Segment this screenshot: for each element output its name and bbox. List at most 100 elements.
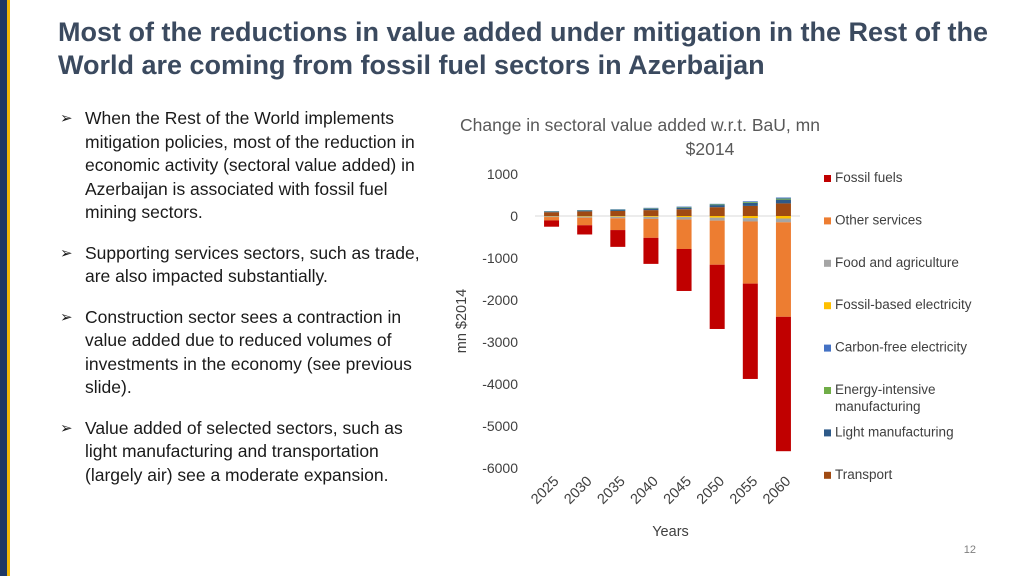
- bar-segment-light-manufacturing: [676, 207, 692, 210]
- bullet-item: ➢ Construction sector sees a contraction …: [60, 306, 430, 400]
- y-tick-label: 0: [510, 208, 518, 224]
- legend-swatch: [824, 302, 831, 310]
- bullet-text: Supporting services sectors, such as tra…: [85, 242, 420, 287]
- y-tick-label: -6000: [482, 460, 518, 476]
- bar-segment-transport: [643, 210, 659, 216]
- x-tick-label: 2040: [628, 474, 662, 508]
- bar-segment-food-and-agriculture: [742, 218, 758, 222]
- legend-label: Carbon-free electricity: [835, 340, 967, 355]
- y-tick-label: -1000: [482, 250, 518, 266]
- legend-swatch: [824, 217, 831, 225]
- bar-segment-energy-intensive-manufacturing: [610, 209, 626, 211]
- bar-segment-carbon-free-electricity: [709, 203, 725, 205]
- x-tick-label: 2025: [528, 474, 562, 508]
- x-tick-label: 2030: [561, 474, 595, 508]
- legend-swatch: [824, 259, 831, 267]
- bullet-text: Value added of selected sectors, such as…: [85, 417, 403, 485]
- bar-segment-transport: [577, 211, 593, 216]
- bar-segment-fossil-fuels: [775, 316, 791, 452]
- bar-segment-other-services: [709, 220, 725, 265]
- legend-label: Light manufacturing: [835, 424, 954, 439]
- bar-segment-other-services: [577, 217, 593, 226]
- bar-segment-energy-intensive-manufacturing: [643, 208, 659, 209]
- bar-segment-fossil-fuels: [643, 237, 659, 264]
- x-tick-label: 2060: [760, 474, 794, 508]
- bar-segment-transport: [742, 205, 758, 216]
- x-tick-label: 2055: [727, 474, 761, 508]
- bar-segment-light-manufacturing: [577, 210, 593, 212]
- y-tick-label: -5000: [482, 418, 518, 434]
- y-axis-label: mn $2014: [454, 289, 470, 354]
- bar-segment-light-manufacturing: [643, 208, 659, 211]
- bar-segment-transport: [676, 209, 692, 216]
- legend-label: Food and agriculture: [835, 255, 959, 270]
- arrow-bullet-icon: ➢: [60, 419, 73, 437]
- bar-segment-food-and-agriculture: [775, 218, 791, 223]
- bar-segment-other-services: [676, 219, 692, 249]
- bar-segment-other-services: [544, 217, 560, 221]
- bar-segment-other-services: [775, 222, 791, 317]
- legend-label: Fossil-based electricity: [835, 297, 972, 312]
- legend-swatch: [824, 471, 831, 479]
- bar-segment-carbon-free-electricity: [742, 201, 758, 203]
- arrow-bullet-icon: ➢: [60, 308, 73, 326]
- bar-segment-energy-intensive-manufacturing: [709, 204, 725, 206]
- bullet-item: ➢ Supporting services sectors, such as tr…: [60, 242, 430, 289]
- side-accent-bar-gold: [7, 0, 10, 576]
- bar-segment-food-and-agriculture: [676, 217, 692, 220]
- chart-title: $2014: [686, 139, 735, 159]
- bullet-text: When the Rest of the World implements mi…: [85, 108, 415, 222]
- bullet-text: Construction sector sees a contraction i…: [85, 306, 412, 398]
- bar-segment-fossil-based-electricity: [709, 216, 725, 218]
- legend-label: Fossil fuels: [835, 170, 903, 185]
- bar-segment-fossil-based-electricity: [676, 216, 692, 218]
- bar-segment-fossil-based-electricity: [610, 216, 626, 217]
- legend-label: manufacturing: [835, 399, 921, 414]
- legend-swatch: [824, 387, 831, 394]
- bullet-list: ➢ When the Rest of the World implements m…: [60, 107, 430, 504]
- bar-segment-food-and-agriculture: [709, 217, 725, 221]
- arrow-bullet-icon: ➢: [60, 110, 73, 127]
- bar-segment-fossil-fuels: [544, 220, 560, 227]
- bar-segment-transport: [709, 207, 725, 216]
- bar-segment-fossil-based-electricity: [742, 216, 758, 219]
- bar-segment-food-and-agriculture: [544, 216, 560, 218]
- bar-segment-carbon-free-electricity: [544, 211, 560, 212]
- y-tick-label: 1000: [487, 166, 518, 182]
- bar-segment-energy-intensive-manufacturing: [775, 198, 791, 200]
- bar-segment-other-services: [643, 218, 659, 238]
- bar-segment-carbon-free-electricity: [643, 207, 659, 209]
- bullet-item: ➢ Value added of selected sectors, such a…: [60, 417, 430, 488]
- bar-segment-transport: [775, 203, 791, 216]
- bar-segment-carbon-free-electricity: [676, 206, 692, 208]
- bar-segment-transport: [610, 210, 626, 216]
- y-tick-label: -3000: [482, 334, 518, 350]
- bar-segment-food-and-agriculture: [610, 216, 626, 219]
- bar-segment-fossil-based-electricity: [577, 216, 593, 217]
- bar-segment-fossil-fuels: [676, 248, 692, 291]
- bar-segment-fossil-based-electricity: [643, 216, 659, 217]
- bullet-item: ➢ When the Rest of the World implements m…: [60, 107, 430, 225]
- x-tick-label: 2035: [595, 474, 629, 508]
- page-number: 12: [963, 544, 976, 556]
- bar-segment-light-manufacturing: [610, 209, 626, 211]
- legend-swatch: [824, 344, 831, 352]
- chart-title: Change in sectoral value added w.r.t. Ba…: [460, 115, 820, 135]
- bar-segment-light-manufacturing: [544, 211, 560, 213]
- stacked-bar-chart: Change in sectoral value added w.r.t. Ba…: [454, 115, 972, 540]
- bar-segment-carbon-free-electricity: [775, 197, 791, 199]
- legend-label: Other services: [835, 212, 922, 227]
- slide-title: Most of the reductions in value added un…: [58, 17, 989, 80]
- bar-segment-energy-intensive-manufacturing: [676, 207, 692, 208]
- x-tick-label: 2050: [694, 474, 728, 508]
- bar-segment-carbon-free-electricity: [577, 210, 593, 211]
- y-tick-label: -2000: [482, 292, 518, 308]
- legend-swatch: [824, 429, 831, 437]
- bar-segment-energy-intensive-manufacturing: [742, 202, 758, 203]
- x-tick-label: 2045: [661, 474, 695, 508]
- bar-segment-fossil-fuels: [742, 283, 758, 379]
- arrow-bullet-icon: ➢: [60, 244, 73, 262]
- bar-segment-fossil-fuels: [577, 225, 593, 235]
- legend-label: Energy-intensive: [835, 382, 936, 397]
- bar-segment-food-and-agriculture: [643, 216, 659, 219]
